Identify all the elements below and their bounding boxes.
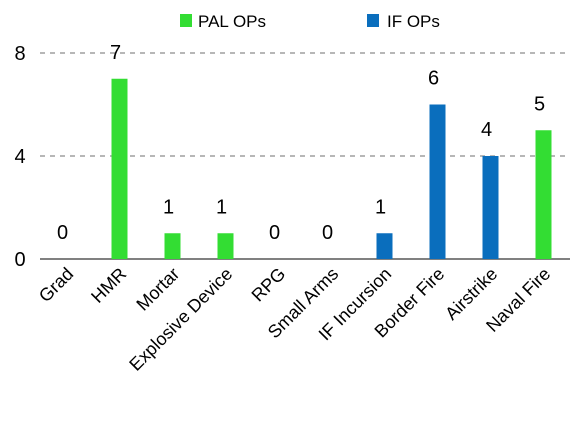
data-label-naval-fire: 5 (534, 93, 545, 115)
y-axis-ticks: 0 4 8 (14, 43, 25, 271)
category-label-hmr: HMR (87, 264, 130, 307)
data-label-airstrike: 4 (481, 119, 492, 141)
data-label-small-arms: 0 (322, 222, 333, 244)
bar-border-fire (429, 104, 446, 259)
data-label-if-incursion: 1 (375, 196, 386, 218)
bar-explosive-device (217, 233, 234, 259)
category-label-rpg: RPG (248, 264, 290, 306)
data-label-rpg: 0 (269, 222, 280, 244)
data-labels: 0 7 1 1 0 0 1 6 4 5 (57, 42, 545, 244)
bar-naval-fire (535, 130, 552, 259)
y-tick-label-0: 0 (14, 249, 25, 271)
legend-label-if-ops: IF OPs (387, 12, 440, 31)
bars (111, 78, 552, 259)
data-label-border-fire: 6 (428, 68, 439, 90)
data-label-hmr: 7 (110, 42, 121, 64)
data-label-explosive-device: 1 (216, 196, 227, 218)
y-tick-label-4: 4 (14, 146, 25, 168)
legend-swatch-pal-ops (180, 14, 192, 27)
bar-hmr (111, 78, 128, 259)
data-label-grad: 0 (57, 222, 68, 244)
category-label-mortar: Mortar (132, 264, 183, 315)
y-tick-label-8: 8 (14, 43, 25, 65)
data-label-mortar: 1 (163, 196, 174, 218)
bar-if-incursion (376, 233, 393, 259)
legend-label-pal-ops: PAL OPs (198, 12, 266, 31)
legend-swatch-if-ops (367, 14, 379, 27)
category-label-grad: Grad (35, 264, 77, 306)
legend: PAL OPs IF OPs (180, 12, 440, 31)
gridlines (40, 52, 570, 157)
bar-mortar (164, 233, 181, 259)
bar-airstrike (482, 156, 499, 259)
